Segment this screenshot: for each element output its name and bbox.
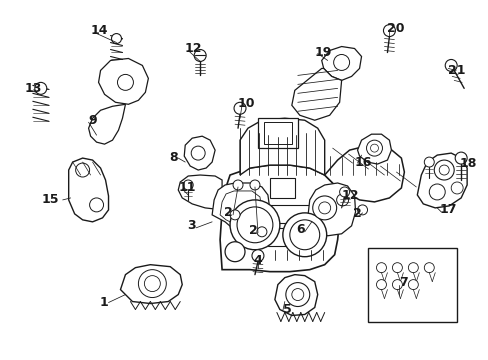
Circle shape (282, 213, 326, 257)
Circle shape (433, 160, 453, 180)
Text: 9: 9 (88, 114, 97, 127)
Circle shape (383, 24, 395, 37)
Text: 6: 6 (296, 223, 304, 236)
Circle shape (35, 82, 47, 94)
Circle shape (256, 227, 266, 237)
Polygon shape (178, 175, 222, 210)
Circle shape (233, 180, 243, 190)
Circle shape (336, 194, 348, 206)
Circle shape (454, 152, 466, 164)
Text: 3: 3 (187, 219, 196, 232)
Circle shape (194, 50, 206, 62)
Polygon shape (88, 104, 125, 144)
Text: 14: 14 (90, 24, 108, 37)
Polygon shape (212, 183, 269, 232)
Bar (367, 248, 456, 323)
Bar (267, 205, 315, 223)
Circle shape (289, 220, 319, 250)
Circle shape (333, 54, 349, 71)
Circle shape (251, 250, 264, 262)
Text: 17: 17 (438, 203, 456, 216)
Circle shape (444, 59, 456, 71)
Bar (258, 118, 297, 148)
Circle shape (76, 163, 89, 177)
Polygon shape (416, 153, 466, 208)
Circle shape (339, 187, 349, 197)
Bar (264, 122, 291, 144)
Text: 12: 12 (184, 42, 202, 55)
Text: 16: 16 (354, 156, 371, 168)
Circle shape (357, 205, 367, 215)
Polygon shape (274, 275, 317, 315)
Circle shape (392, 280, 402, 289)
Polygon shape (220, 191, 262, 224)
Polygon shape (68, 158, 108, 222)
Circle shape (376, 280, 386, 289)
Circle shape (89, 198, 103, 212)
Text: 4: 4 (252, 254, 261, 267)
Bar (267, 228, 315, 246)
Text: 2: 2 (249, 224, 258, 237)
Circle shape (407, 263, 417, 273)
Text: 2: 2 (352, 207, 361, 220)
Text: 10: 10 (238, 97, 255, 110)
Text: 8: 8 (169, 150, 178, 163)
Polygon shape (184, 136, 215, 170)
Polygon shape (120, 265, 182, 303)
Text: 13: 13 (25, 82, 42, 95)
Polygon shape (357, 134, 390, 164)
Circle shape (144, 276, 160, 292)
Text: 7: 7 (399, 276, 407, 289)
Circle shape (424, 157, 433, 167)
Circle shape (234, 102, 245, 114)
Text: 21: 21 (447, 64, 465, 77)
Text: 2: 2 (224, 206, 233, 219)
Circle shape (366, 140, 382, 156)
Circle shape (438, 165, 448, 175)
Circle shape (285, 283, 309, 306)
Circle shape (312, 196, 336, 220)
Circle shape (249, 180, 260, 190)
Polygon shape (220, 165, 339, 272)
Circle shape (318, 202, 330, 214)
Text: 5: 5 (282, 303, 291, 316)
Circle shape (229, 200, 279, 250)
Circle shape (138, 270, 166, 298)
Circle shape (376, 263, 386, 273)
Circle shape (237, 207, 272, 243)
Circle shape (229, 210, 240, 220)
Circle shape (111, 33, 121, 44)
Circle shape (428, 184, 444, 200)
Polygon shape (291, 68, 341, 120)
Circle shape (424, 263, 433, 273)
Polygon shape (240, 118, 324, 175)
Text: 20: 20 (386, 22, 404, 35)
Circle shape (392, 263, 402, 273)
Circle shape (370, 144, 378, 152)
Circle shape (183, 180, 193, 190)
Polygon shape (307, 183, 355, 236)
Circle shape (117, 75, 133, 90)
Text: 11: 11 (178, 181, 195, 194)
Bar (269, 178, 294, 198)
Text: 1: 1 (100, 296, 108, 309)
Polygon shape (99, 58, 148, 104)
Circle shape (291, 289, 303, 301)
Text: 12: 12 (341, 189, 358, 202)
Polygon shape (321, 46, 361, 80)
Text: 19: 19 (314, 46, 331, 59)
Text: 15: 15 (41, 193, 59, 206)
Text: 18: 18 (458, 157, 476, 170)
Polygon shape (324, 145, 404, 202)
Circle shape (450, 182, 462, 194)
Circle shape (407, 280, 417, 289)
Circle shape (224, 242, 244, 262)
Circle shape (191, 146, 205, 160)
